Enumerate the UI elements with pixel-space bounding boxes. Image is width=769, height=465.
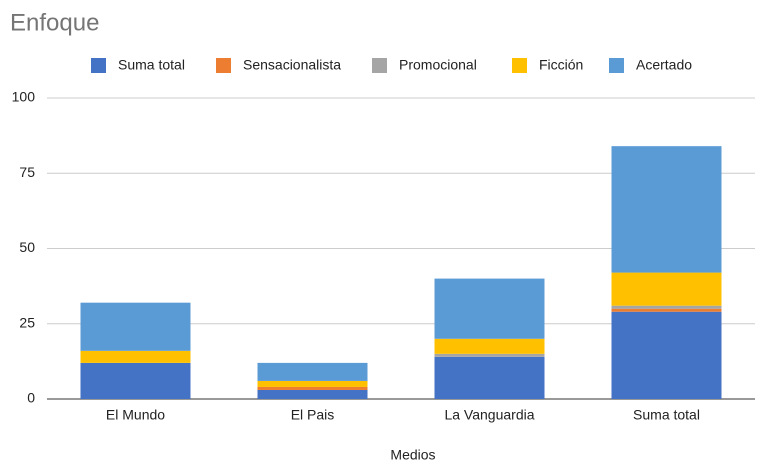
legend-swatch bbox=[91, 58, 106, 73]
y-tick-label: 25 bbox=[19, 314, 35, 330]
bar-segment bbox=[434, 353, 545, 357]
x-axis-label: Medios bbox=[390, 447, 435, 463]
x-tick-label: El Pais bbox=[291, 407, 335, 423]
legend-swatch bbox=[512, 58, 527, 73]
bar-segment bbox=[611, 305, 722, 309]
legend-label: Suma total bbox=[118, 57, 185, 73]
bar-segment bbox=[434, 356, 545, 399]
bar-segment bbox=[611, 272, 722, 306]
bar-segment bbox=[80, 350, 191, 363]
bar-segment bbox=[80, 362, 191, 399]
legend-swatch bbox=[609, 58, 624, 73]
bar-segment bbox=[434, 338, 545, 354]
bar-segment bbox=[257, 389, 368, 399]
legend-swatch bbox=[372, 58, 387, 73]
x-tick-label: Suma total bbox=[633, 407, 700, 423]
bar-segment bbox=[434, 278, 545, 339]
bar-segment bbox=[257, 386, 368, 390]
bar-segment bbox=[257, 380, 368, 387]
legend-label: Ficción bbox=[539, 57, 583, 73]
chart-title: Enfoque bbox=[10, 9, 99, 36]
bar-segment bbox=[611, 311, 722, 399]
y-tick-label: 50 bbox=[19, 239, 35, 255]
y-tick-label: 100 bbox=[12, 89, 36, 105]
bar-segment bbox=[611, 146, 722, 273]
y-tick-label: 75 bbox=[19, 164, 35, 180]
bar-segment bbox=[611, 308, 722, 312]
y-tick-label: 0 bbox=[27, 390, 35, 406]
x-tick-label: El Mundo bbox=[106, 407, 165, 423]
bar-segment bbox=[257, 362, 368, 381]
legend-swatch bbox=[216, 58, 231, 73]
legend-label: Acertado bbox=[636, 57, 692, 73]
bar-segment bbox=[80, 302, 191, 351]
legend-label: Sensacionalista bbox=[243, 57, 341, 73]
x-tick-label: La Vanguardia bbox=[444, 407, 534, 423]
legend-label: Promocional bbox=[399, 57, 477, 73]
